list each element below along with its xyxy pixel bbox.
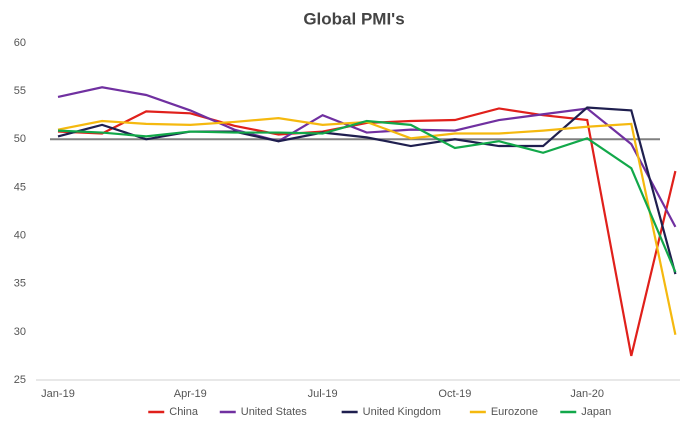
series-line [57,116,677,335]
y-tick-label: 35 [14,278,26,290]
legend-label: China [169,406,199,418]
series-line [57,106,677,275]
y-tick-label: 60 [14,37,26,49]
legend-label: United Kingdom [363,406,441,418]
x-tick-label: Jan-20 [570,388,604,400]
x-tick-label: Jul-19 [308,388,338,400]
legend-label: Eurozone [491,406,538,418]
series-line [57,107,677,357]
x-tick-label: Oct-19 [438,388,471,400]
y-tick-label: 30 [14,326,26,338]
x-tick-label: Apr-19 [174,388,207,400]
legend-label: United States [241,406,308,418]
x-tick-label: Jan-19 [41,388,75,400]
y-tick-label: 25 [14,374,26,386]
y-tick-label: 45 [14,181,26,193]
legend-label: Japan [581,406,611,418]
y-tick-label: 40 [14,229,26,241]
series-line [57,86,677,228]
y-tick-label: 50 [14,133,26,145]
series-line [57,119,677,273]
chart-title: Global PMI's [303,9,404,28]
y-tick-label: 55 [14,85,26,97]
